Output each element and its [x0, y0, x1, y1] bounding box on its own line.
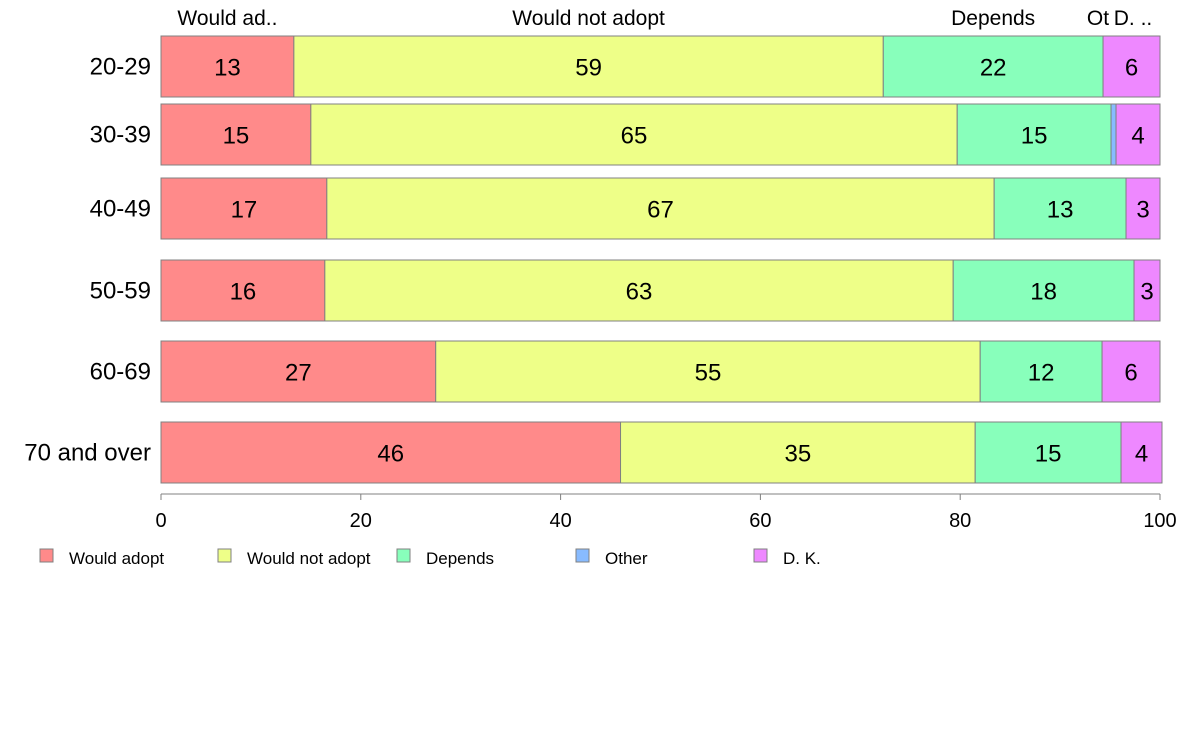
data-label: 22 [980, 55, 1007, 82]
x-tick-label: 60 [749, 510, 771, 532]
top-label-2: Depends [951, 7, 1035, 30]
bar-segment [974, 421, 1122, 484]
top-label-1: Would not adopt [512, 7, 665, 30]
data-label: 27 [285, 360, 312, 387]
data-label: 15 [1021, 123, 1048, 150]
bar-segment [310, 103, 958, 166]
bar-segment [293, 35, 884, 98]
data-label: 18 [1030, 279, 1057, 306]
bar-segment [160, 177, 328, 240]
category-label: 40-49 [90, 196, 151, 223]
data-label: 6 [1125, 55, 1138, 82]
bar-segment [1133, 259, 1161, 322]
data-label: 63 [626, 279, 653, 306]
data-label: 65 [621, 123, 648, 150]
data-label: 16 [230, 279, 257, 306]
data-label: 13 [214, 55, 241, 82]
legend-swatch [753, 548, 768, 563]
x-tick-label: 0 [155, 510, 166, 532]
top-label-3: Ot [1087, 7, 1109, 30]
data-label: 17 [231, 197, 258, 224]
x-tick-label: 20 [350, 510, 372, 532]
bar-segment [160, 340, 437, 403]
data-label: 15 [223, 123, 250, 150]
data-label: 15 [1035, 441, 1062, 468]
bar-segment [1101, 340, 1161, 403]
top-label-0: Would ad.. [177, 7, 277, 30]
category-label: 20-29 [90, 54, 151, 81]
bar-segment [952, 259, 1135, 322]
bar-segment [1102, 35, 1161, 98]
top-label-4: D. .. [1114, 7, 1153, 30]
bar-segment [620, 421, 976, 484]
category-label: 70 and over [24, 440, 151, 467]
legend-label: Would not adopt [247, 549, 371, 568]
bar-segment [1125, 177, 1161, 240]
x-tick-label: 80 [949, 510, 971, 532]
bar-segment [160, 103, 312, 166]
data-label: 59 [575, 55, 602, 82]
bar-segment [435, 340, 981, 403]
bar-segment [956, 103, 1112, 166]
legend-swatch [396, 548, 411, 563]
x-tick-label: 100 [1143, 510, 1176, 532]
x-tick-label: 40 [549, 510, 571, 532]
legend-label: Other [605, 549, 648, 568]
bar-segment [160, 421, 622, 484]
data-label: 13 [1047, 197, 1074, 224]
legend-label: Would adopt [69, 549, 164, 568]
data-label: 4 [1131, 123, 1144, 150]
data-label: 55 [695, 360, 722, 387]
data-label: 67 [647, 197, 674, 224]
category-label: 30-39 [90, 122, 151, 149]
data-label: 4 [1135, 441, 1148, 468]
bar-segment [1110, 103, 1117, 166]
data-label: 35 [785, 441, 812, 468]
data-label: 6 [1124, 360, 1137, 387]
bar-segment [1120, 421, 1163, 484]
legend-label: Depends [426, 549, 494, 568]
legend-swatch [575, 548, 590, 563]
data-label: 3 [1136, 197, 1149, 224]
bar-segment [1115, 103, 1161, 166]
data-label: 46 [377, 441, 404, 468]
legend-label: D. K. [783, 549, 821, 568]
bar-segment [160, 35, 295, 98]
legend-swatch [217, 548, 232, 563]
legend-swatch [39, 548, 54, 563]
bar-segment [882, 35, 1104, 98]
bar-segment [326, 177, 995, 240]
bar-segment [979, 340, 1103, 403]
data-label: 12 [1028, 360, 1055, 387]
bar-segment [324, 259, 954, 322]
data-label: 3 [1140, 279, 1153, 306]
category-label: 60-69 [90, 359, 151, 386]
category-label: 50-59 [90, 278, 151, 305]
bar-segment [160, 259, 326, 322]
